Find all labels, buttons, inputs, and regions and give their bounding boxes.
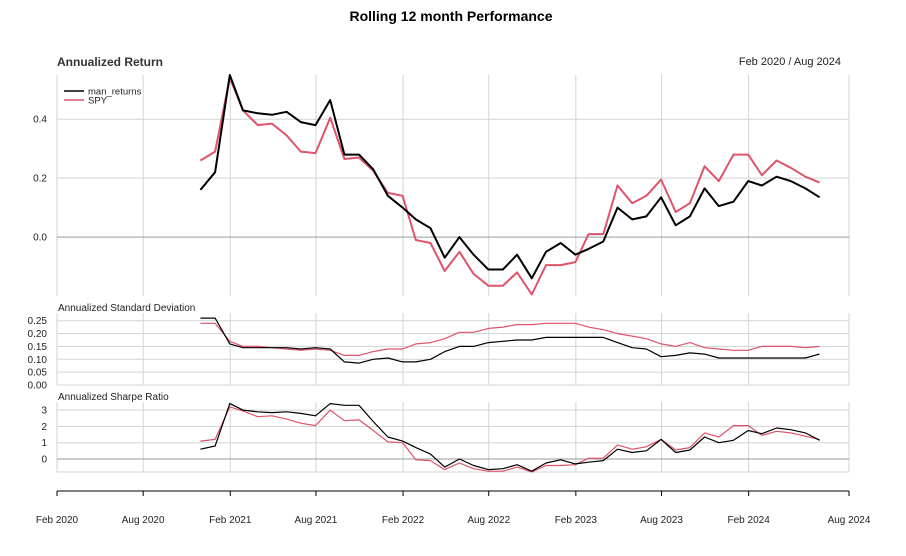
panel-label-1: Annualized Standard Deviation [58, 303, 195, 314]
x-tick-label: Feb 2023 [555, 515, 598, 526]
y-tick-label: 0.4 [33, 115, 47, 126]
x-tick-label: Aug 2023 [640, 515, 683, 526]
chart-title: Rolling 12 month Performance [349, 8, 552, 24]
x-tick-label: Aug 2020 [122, 515, 165, 526]
series-line-SPY-panel-1 [200, 322, 820, 356]
series-line-man_returns-panel-2 [200, 403, 820, 472]
y-tick-label: 2 [41, 422, 47, 433]
legend-entry-SPY: SPY [88, 96, 108, 107]
y-tick-label: 0.00 [28, 381, 48, 392]
x-tick-label: Feb 2021 [209, 515, 252, 526]
series-line-SPY-panel-2 [200, 406, 820, 473]
y-tick-label: 0.2 [33, 174, 47, 185]
panel-labels: Annualized Standard Deviation Annualized … [58, 303, 195, 403]
panel-title-return: Annualized Return [57, 55, 163, 69]
series-lines [199, 74, 821, 473]
x-tick-label: Aug 2022 [467, 515, 510, 526]
x-tick-label: Feb 2020 [36, 515, 79, 526]
y-tick-label: 0.0 [33, 233, 47, 244]
x-tick-label: Feb 2022 [382, 515, 425, 526]
y-tick-label: 0.05 [28, 368, 48, 379]
y-tick-label: 0.25 [28, 316, 48, 327]
y-tick-label: 0.20 [28, 329, 48, 340]
series-line-man_returns-panel-1 [200, 317, 820, 364]
x-tick-label: Aug 2024 [828, 515, 871, 526]
x-tick-label: Aug 2021 [295, 515, 338, 526]
panel-label-2: Annualized Sharpe Ratio [58, 392, 169, 403]
y-tick-label: 0 [41, 454, 47, 465]
zero-lines [57, 236, 849, 460]
series-line-man_returns-panel-0 [199, 74, 821, 280]
series-line-SPY-panel-0 [199, 76, 820, 296]
legend-entry-man_returns: man_returns [88, 87, 142, 98]
x-axis: Feb 2020 Aug 2020 Feb 2021 Aug 2021 Feb 2022… [36, 490, 871, 526]
y-tick-labels: 0.0 0.2 0.4 0.00 0.05 0.10 0.15 0.20 0.25 0 1 2 3 [28, 115, 48, 466]
y-tick-label: 1 [41, 438, 47, 449]
grid-lines [56, 75, 850, 473]
y-tick-label: 0.10 [28, 355, 48, 366]
date-range: Feb 2020 / Aug 2024 [739, 56, 841, 68]
y-tick-label: 0.15 [28, 342, 48, 353]
y-tick-label: 3 [41, 406, 47, 417]
x-tick-label: Feb 2024 [728, 515, 771, 526]
